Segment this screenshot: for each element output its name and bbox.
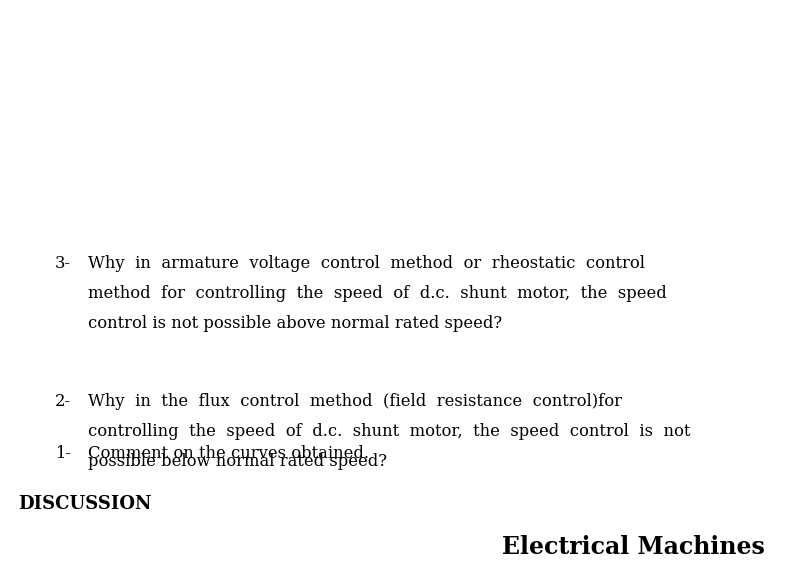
Text: Why  in  the  flux  control  method  (field  resistance  control)for: Why in the flux control method (field re… bbox=[88, 393, 622, 410]
Text: control is not possible above normal rated speed?: control is not possible above normal rat… bbox=[88, 315, 502, 332]
Text: Comment on the curves obtained.: Comment on the curves obtained. bbox=[88, 445, 369, 462]
Text: Why  in  armature  voltage  control  method  or  rheostatic  control: Why in armature voltage control method o… bbox=[88, 255, 645, 272]
Text: method  for  controlling  the  speed  of  d.c.  shunt  motor,  the  speed: method for controlling the speed of d.c.… bbox=[88, 285, 666, 302]
Text: possible below normal rated speed?: possible below normal rated speed? bbox=[88, 453, 387, 470]
Text: 3-: 3- bbox=[55, 255, 71, 272]
Text: 1-: 1- bbox=[55, 445, 71, 462]
Text: controlling  the  speed  of  d.c.  shunt  motor,  the  speed  control  is  not: controlling the speed of d.c. shunt moto… bbox=[88, 423, 690, 440]
Text: 2-: 2- bbox=[55, 393, 71, 410]
Text: Electrical Machines: Electrical Machines bbox=[502, 535, 765, 559]
Text: DISCUSSION: DISCUSSION bbox=[18, 495, 151, 513]
